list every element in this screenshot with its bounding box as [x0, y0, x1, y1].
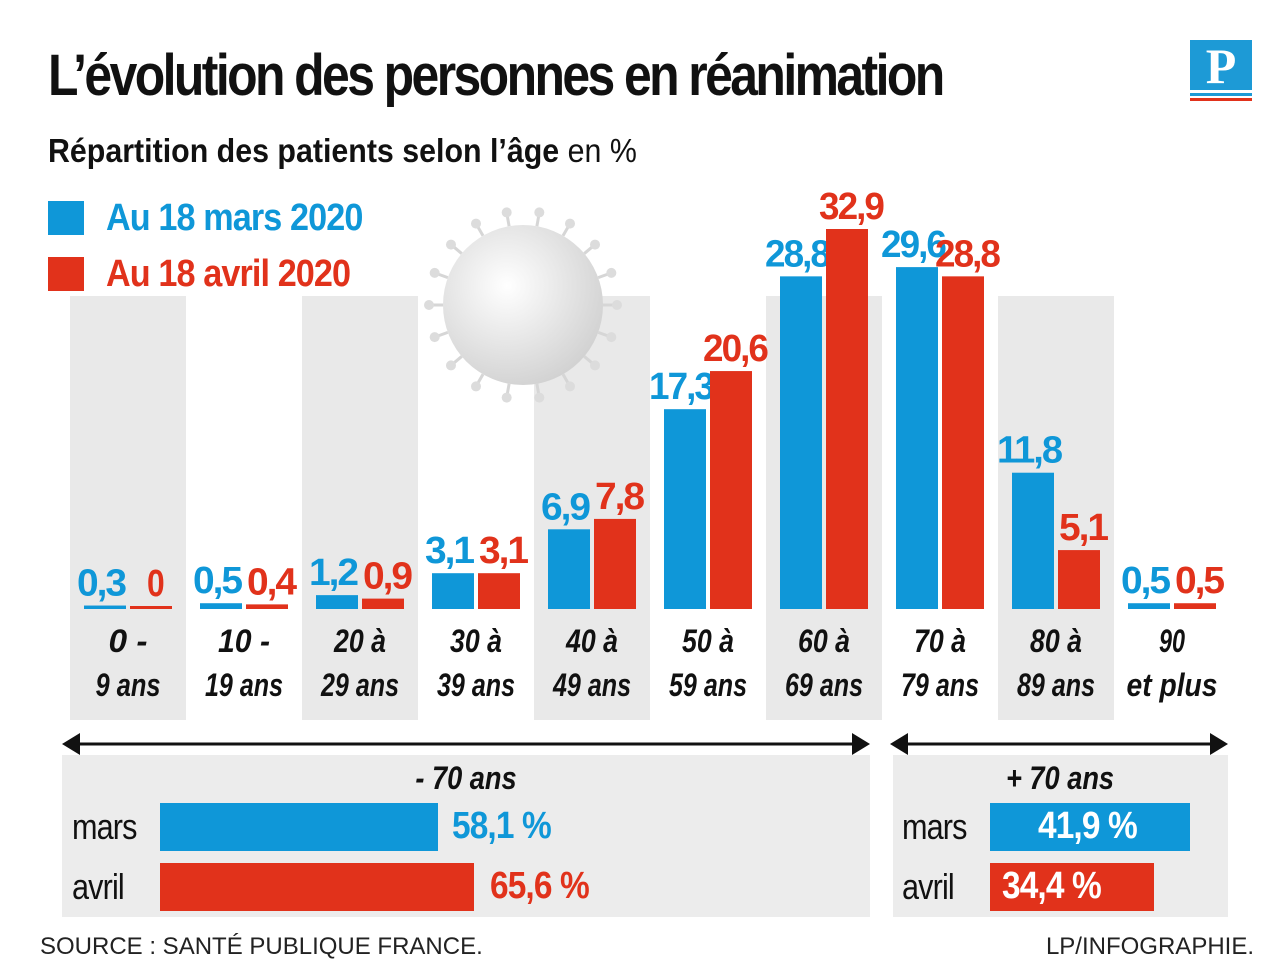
- credit-note: LP/INFOGRAPHIE.: [1045, 933, 1254, 960]
- category-label: 40 à: [565, 623, 618, 659]
- category-label: 59 ans: [669, 667, 747, 703]
- le-parisien-logo: P: [1190, 40, 1252, 101]
- subtitle-unit: en %: [567, 132, 637, 169]
- category-label: 89 ans: [1017, 667, 1095, 703]
- range-arrow-over70: [890, 733, 1228, 755]
- data-label-april: 5,1: [1059, 507, 1109, 549]
- data-label-april: 0,4: [247, 561, 297, 603]
- category-label: 10 -: [218, 623, 270, 659]
- summary-bar-under70-april: [160, 863, 474, 911]
- summary-value-over70-march: 41,9 %: [1038, 805, 1138, 847]
- data-label-april: 3,1: [479, 530, 529, 572]
- category-label: 9 ans: [96, 667, 161, 703]
- bar-march: [548, 529, 590, 609]
- bar-april: [826, 229, 868, 609]
- data-label-march: 3,1: [425, 530, 475, 572]
- chart-title: L’évolution des personnes en réanimation: [48, 43, 945, 108]
- category-label: 60 à: [798, 623, 850, 659]
- data-label-march: 0,5: [193, 560, 243, 602]
- category-label: 29 ans: [320, 667, 399, 703]
- bar-march: [432, 573, 474, 609]
- summary-label-over70-april: avril: [902, 866, 955, 907]
- bar-april: [710, 371, 752, 609]
- summary-label-over70-march: mars: [902, 806, 967, 847]
- data-label-march: 11,8: [997, 430, 1062, 472]
- range-arrow-under70: [62, 733, 870, 755]
- data-label-march: 1,2: [309, 552, 358, 594]
- virus-illustration: [424, 207, 622, 403]
- summary-value-under70-april: 65,6 %: [489, 865, 590, 907]
- data-label-march: 28,8: [765, 233, 830, 275]
- bar-march: [1128, 603, 1170, 609]
- category-label: 49 ans: [552, 667, 631, 703]
- bar-april: [942, 276, 984, 609]
- summary-heading-under70: - 70 ans: [415, 760, 517, 796]
- data-label-april: 0,5: [1175, 560, 1225, 602]
- category-label: 39 ans: [437, 667, 515, 703]
- category-label: 90: [1159, 623, 1185, 659]
- legend-label-march: Au 18 mars 2020: [106, 196, 363, 239]
- category-label: 20 à: [333, 623, 386, 659]
- summary-bar-over70-april: [990, 863, 1155, 911]
- column-band: [302, 296, 418, 720]
- legend-item-march: Au 18 mars 2020: [48, 196, 391, 240]
- legend-label-april: Au 18 avril 2020: [106, 252, 351, 295]
- legend-swatch-april: [48, 257, 84, 291]
- data-label-march: 17,3: [649, 366, 714, 408]
- category-label: 79 ans: [901, 667, 979, 703]
- category-label: et plus: [1127, 667, 1218, 703]
- data-label-march: 6,9: [541, 486, 590, 528]
- bar-march: [896, 267, 938, 609]
- column-band: [70, 296, 186, 720]
- chart-subtitle: Répartition des patients selon l’âge en …: [48, 132, 637, 170]
- data-label-april: 28,8: [935, 233, 1000, 275]
- bar-march: [200, 603, 242, 609]
- source-note: SOURCE : SANTÉ PUBLIQUE FRANCE.: [40, 933, 483, 960]
- data-label-march: 0,3: [77, 563, 126, 605]
- bar-april: [1058, 550, 1100, 609]
- bar-march: [316, 595, 358, 609]
- bar-april: [362, 598, 404, 609]
- category-label: 0 -: [109, 623, 148, 659]
- data-label-march: 0,5: [1121, 560, 1171, 602]
- legend-item-april: Au 18 avril 2020: [48, 252, 377, 296]
- data-label-april: 0: [147, 563, 164, 605]
- bar-march: [1012, 472, 1054, 609]
- summary-value-under70-march: 58,1 %: [452, 805, 552, 847]
- data-label-april: 32,9: [819, 186, 884, 228]
- bar-april: [594, 518, 636, 609]
- summary-heading-over70: + 70 ans: [1005, 760, 1115, 796]
- legend-swatch-march: [48, 201, 84, 235]
- category-label: 70 à: [914, 623, 966, 659]
- category-label: 80 à: [1030, 623, 1082, 659]
- data-label-april: 7,8: [595, 476, 644, 518]
- summary-value-over70-april: 34,4 %: [1002, 865, 1102, 907]
- bar-april: [478, 573, 520, 609]
- bar-april: [1174, 603, 1216, 609]
- category-label: 30 à: [450, 623, 502, 659]
- category-label: 19 ans: [205, 667, 283, 703]
- data-label-march: 29,6: [881, 224, 946, 266]
- bar-march: [780, 276, 822, 609]
- summary-bar-over70-march: [990, 803, 1190, 851]
- subtitle-main: Répartition des patients selon l’âge: [48, 132, 560, 169]
- bar-march: [84, 605, 126, 609]
- logo-letter: P: [1206, 40, 1237, 94]
- bar-april: [246, 604, 288, 609]
- category-label: 69 ans: [785, 667, 863, 703]
- data-label-april: 0,9: [363, 556, 412, 598]
- bar-march: [664, 409, 706, 609]
- data-label-april: 20,6: [703, 328, 768, 370]
- summary-label-under70-march: mars: [72, 806, 137, 847]
- summary-bar-under70-march: [160, 803, 438, 851]
- summary-label-under70-april: avril: [72, 866, 125, 907]
- bar-april: [130, 606, 172, 609]
- category-label: 50 à: [682, 623, 734, 659]
